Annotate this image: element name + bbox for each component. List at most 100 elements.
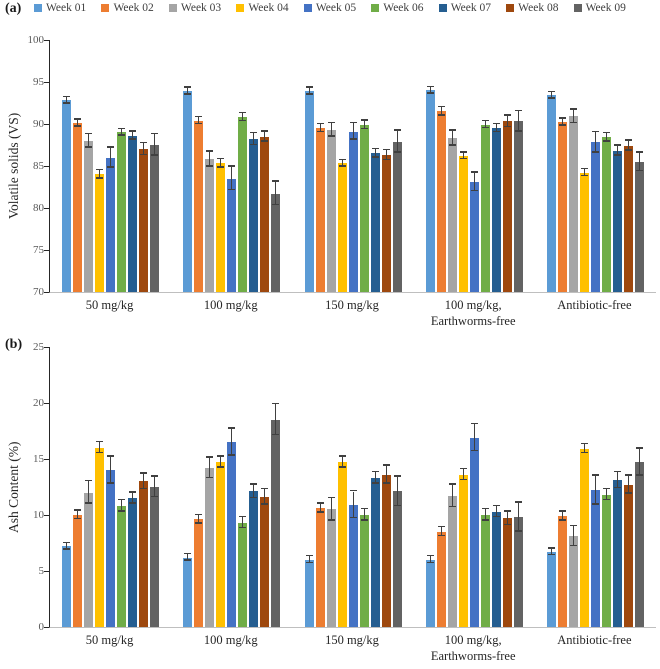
- bar-week-06: [601, 137, 611, 292]
- bar-week-01: [62, 546, 72, 627]
- x-category-label-100-mg-kg: 100 mg/kg: [203, 633, 258, 647]
- error-bar-cap-top: [338, 158, 346, 161]
- bar-week-03: [447, 495, 457, 627]
- error-bar-cap-bottom: [250, 143, 258, 145]
- bar-week-09: [392, 141, 402, 292]
- error-bar-cap-bottom: [250, 496, 258, 499]
- error-bar-line: [110, 456, 112, 484]
- bar-week-05: [106, 157, 116, 292]
- bar-week-07: [612, 150, 622, 292]
- error-bar-cap-top: [272, 180, 280, 182]
- error-bar-line: [143, 143, 145, 156]
- error-bar-line: [583, 169, 585, 177]
- barcell-week-09: [150, 40, 160, 292]
- panel-a-label: (a): [5, 1, 22, 16]
- error-bar-line: [198, 515, 200, 524]
- y-tick-mark: [44, 403, 49, 404]
- barcell-week-06: [117, 40, 127, 292]
- error-bar-cap-bottom: [151, 154, 159, 156]
- barcell-week-04: [337, 347, 347, 627]
- barcell-week-01: [546, 40, 556, 292]
- error-bar-line: [561, 511, 563, 521]
- barcell-week-07: [491, 347, 501, 627]
- error-bar-cap-top: [327, 496, 335, 499]
- y-tick-label: 85: [33, 159, 44, 172]
- bar-week-06: [359, 515, 369, 627]
- barcell-week-06: [601, 40, 611, 292]
- error-bar-cap-bottom: [624, 492, 632, 494]
- y-tick-label: 5: [38, 564, 45, 577]
- error-bar-cap-bottom: [558, 519, 566, 521]
- bar-week-07: [128, 498, 138, 627]
- group-100-mg-kg: [171, 347, 292, 627]
- y-tick-label: 15: [33, 452, 44, 465]
- error-bar-cap-bottom: [459, 478, 467, 481]
- barcell-week-05: [106, 40, 116, 292]
- error-bar-line: [187, 554, 189, 561]
- error-bar-cap-top: [195, 513, 203, 515]
- barcell-week-02: [73, 347, 83, 627]
- y-tick-mark: [44, 250, 49, 251]
- error-bar-cap-bottom: [316, 130, 324, 133]
- legend-item-week-08: Week 08: [506, 2, 558, 14]
- error-bar-cap-top: [118, 498, 126, 501]
- error-bar-line: [308, 87, 310, 95]
- barcell-week-02: [73, 40, 83, 292]
- barcell-week-08: [139, 40, 149, 292]
- barcell-week-05: [348, 347, 358, 627]
- error-bar-cap-bottom: [470, 189, 478, 192]
- error-bar-line: [594, 132, 596, 153]
- error-bar-line: [451, 484, 453, 508]
- error-bar-cap-bottom: [239, 526, 247, 529]
- bar-week-08: [623, 145, 633, 292]
- bar-week-04: [216, 163, 226, 292]
- bar-week-05: [590, 142, 600, 292]
- error-bar-line: [341, 160, 343, 167]
- error-bar-cap-bottom: [635, 169, 643, 172]
- group-50-mg-kg: [50, 347, 171, 627]
- error-bar-cap-bottom: [602, 498, 610, 501]
- legend-label: Week 08: [518, 2, 559, 14]
- barcell-week-04: [579, 40, 589, 292]
- barcell-week-09: [513, 40, 523, 292]
- error-bar-cap-top: [96, 168, 104, 171]
- error-bar-cap-bottom: [371, 156, 379, 158]
- error-bar-cap-top: [107, 455, 115, 457]
- error-bar-line: [495, 124, 497, 133]
- barcell-week-05: [469, 40, 479, 292]
- error-bar-cap-top: [74, 509, 82, 511]
- error-bar-cap-bottom: [613, 154, 621, 156]
- barcell-week-09: [634, 347, 644, 627]
- bar-week-04: [216, 462, 226, 627]
- barcell-week-05: [590, 40, 600, 292]
- y-tick-label: 20: [33, 396, 44, 409]
- error-bar-line: [352, 491, 354, 519]
- error-bar-cap-bottom: [492, 515, 500, 518]
- error-bar-cap-top: [96, 440, 104, 443]
- error-bar-cap-top: [272, 402, 280, 405]
- error-bar-line: [440, 107, 442, 116]
- error-bar-cap-bottom: [184, 559, 192, 561]
- bar-week-06: [480, 124, 490, 292]
- bar-week-08: [139, 481, 149, 627]
- barcell-week-06: [480, 347, 490, 627]
- legend-item-week-02: Week 02: [101, 2, 154, 14]
- error-bar-cap-bottom: [195, 122, 203, 124]
- error-bar-cap-top: [184, 552, 192, 555]
- legend-swatch-icon: [506, 4, 515, 12]
- bar-week-06: [117, 132, 127, 292]
- bar-week-08: [260, 136, 270, 292]
- error-bar-cap-top: [349, 489, 357, 492]
- error-bar-line: [121, 129, 123, 136]
- error-bar-line: [132, 131, 134, 140]
- barcell-week-08: [260, 347, 270, 627]
- error-bar-line: [231, 428, 233, 456]
- bar-week-09: [634, 462, 644, 627]
- error-bar-cap-bottom: [63, 548, 71, 550]
- barcell-week-08: [260, 40, 270, 292]
- barcell-week-02: [436, 40, 446, 292]
- error-bar-line: [517, 502, 519, 532]
- x-category-label-150-mg-kg: 150 mg/kg: [325, 298, 379, 312]
- error-bar-line: [605, 133, 607, 142]
- error-bar-cap-top: [261, 130, 269, 132]
